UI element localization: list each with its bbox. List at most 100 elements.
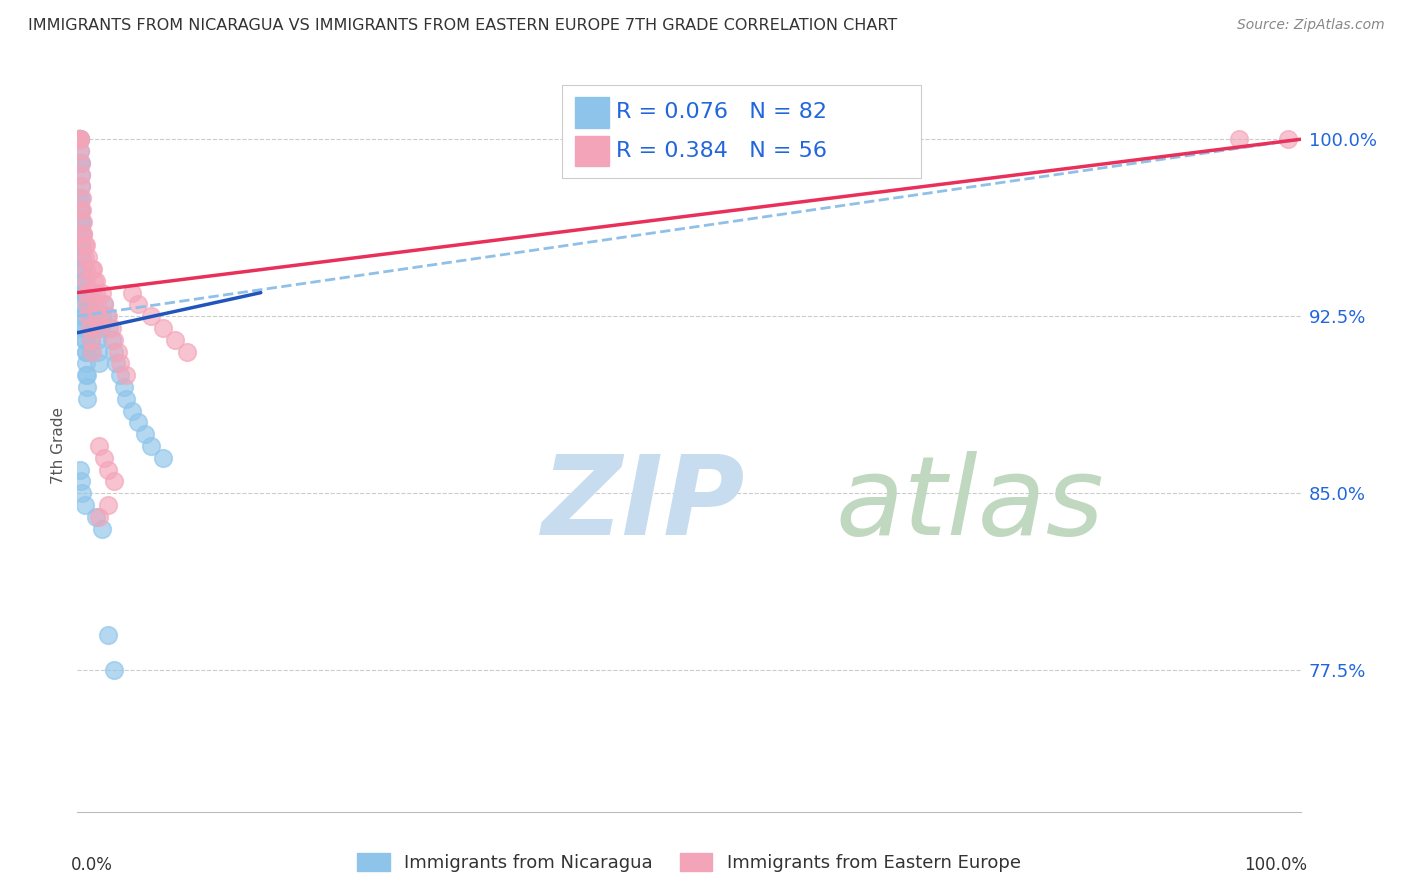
Point [72,297,94,311]
Point [108,368,131,383]
Point [73,250,96,264]
Point [1229,132,1251,146]
Point [70,475,93,489]
Point [103,344,125,359]
Point [69,144,91,158]
Point [67,132,90,146]
Point [121,403,143,417]
Point [115,368,138,383]
Point [152,321,174,335]
Point [70,156,93,170]
Point [103,333,125,347]
Point [127,416,149,430]
Point [93,450,115,465]
Point [103,475,125,489]
Point [72,285,94,300]
Point [84,321,107,335]
Text: 100.0%: 100.0% [1244,855,1306,873]
Point [84,509,107,524]
Point [80,344,103,359]
Point [73,333,96,347]
Point [75,238,97,252]
Point [69,462,91,476]
Point [80,333,103,347]
Point [70,168,93,182]
Point [79,321,101,335]
Point [73,333,96,347]
Point [90,285,112,300]
Point [108,356,131,370]
Point [67,132,90,146]
Point [97,462,120,476]
Point [89,509,111,524]
Point [70,202,93,217]
Legend: Immigrants from Nicaragua, Immigrants from Eastern Europe: Immigrants from Nicaragua, Immigrants fr… [350,846,1028,880]
Point [89,321,111,335]
Point [121,285,143,300]
Point [69,156,91,170]
Point [72,262,94,277]
Point [69,132,91,146]
Point [93,297,115,311]
Point [70,202,93,217]
Point [90,522,112,536]
Point [112,380,135,394]
Point [73,310,96,324]
Point [79,321,101,335]
Text: ZIP: ZIP [543,451,745,558]
Point [127,297,149,311]
Point [87,310,110,324]
Point [72,321,94,335]
Point [70,202,93,217]
Point [75,368,97,383]
Point [67,191,90,205]
Point [70,250,93,264]
Text: R = 0.384   N = 56: R = 0.384 N = 56 [616,141,827,161]
Point [72,274,94,288]
Point [97,498,120,512]
Point [73,285,96,300]
Point [87,344,110,359]
Point [70,227,93,241]
Point [69,144,91,158]
Point [70,227,93,241]
Point [100,321,122,335]
Point [90,310,112,324]
Point [152,450,174,465]
Point [70,262,93,277]
Point [97,310,120,324]
Point [105,356,128,370]
Point [69,238,91,252]
Point [176,344,198,359]
Text: R = 0.076   N = 82: R = 0.076 N = 82 [616,103,827,122]
Text: 0.0%: 0.0% [72,855,112,873]
Point [103,663,125,677]
Point [73,238,96,252]
Point [76,285,98,300]
Point [80,262,103,277]
Point [72,274,94,288]
Point [76,297,98,311]
Point [70,486,93,500]
Point [69,202,91,217]
Point [70,179,93,194]
Point [70,215,93,229]
Point [67,132,90,146]
Point [67,132,90,146]
Point [89,356,111,370]
Point [72,227,94,241]
Point [165,333,187,347]
Point [70,310,93,324]
Point [86,333,108,347]
Point [73,498,96,512]
Point [69,132,91,146]
Point [70,191,93,205]
Point [69,132,91,146]
Point [70,215,93,229]
Point [79,310,101,324]
Point [77,310,100,324]
Point [86,297,108,311]
Point [77,297,100,311]
Point [89,439,111,453]
Point [67,132,90,146]
